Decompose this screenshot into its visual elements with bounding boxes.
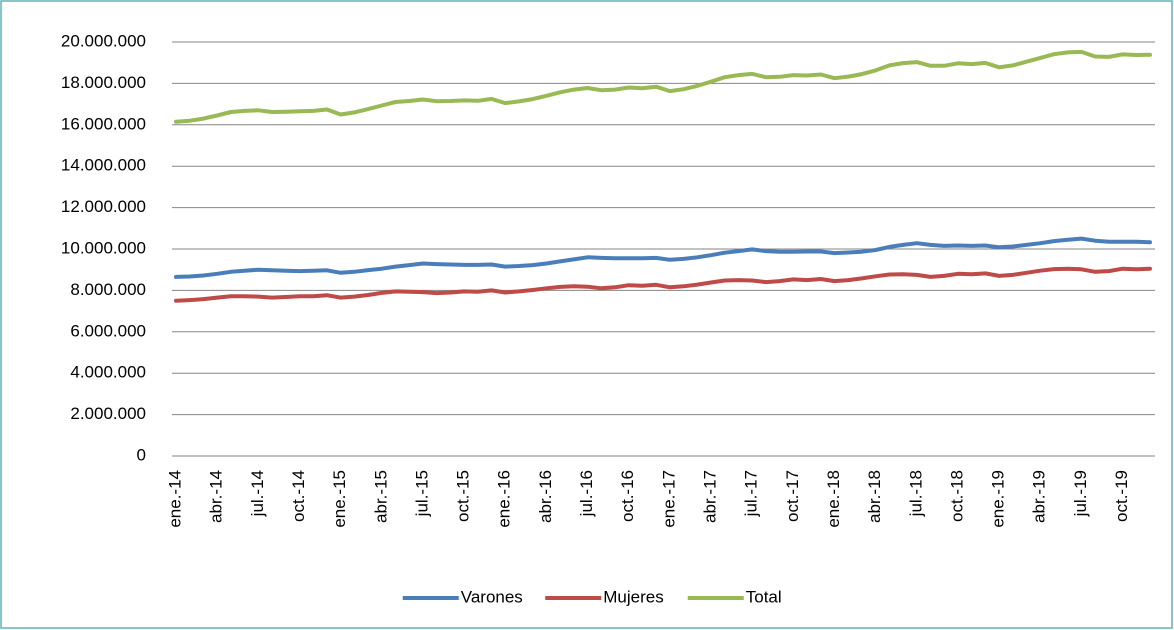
x-tick-label: oct.-17 <box>783 470 802 522</box>
y-tick-label: 10.000.000 <box>61 238 146 257</box>
y-tick-label: 20.000.000 <box>61 31 146 50</box>
x-tick-label: jul.-19 <box>1071 470 1090 517</box>
x-tick-label: ene.-16 <box>495 470 514 528</box>
series-line <box>174 236 1152 279</box>
y-tick-label: 6.000.000 <box>70 321 146 340</box>
x-tick-label: abr.-16 <box>536 470 555 523</box>
x-tick-label: ene.-19 <box>989 470 1008 528</box>
x-tick-label: oct.-16 <box>618 470 637 522</box>
x-tick-label: jul.-16 <box>577 470 596 517</box>
series-line <box>174 266 1152 303</box>
x-tick-label: abr.-15 <box>371 470 390 523</box>
legend-label: Total <box>746 587 782 606</box>
x-tick-label: oct.-18 <box>947 470 966 522</box>
x-tick-label: ene.-17 <box>659 470 678 528</box>
x-tick-label: ene.-18 <box>824 470 843 528</box>
y-tick-label: 8.000.000 <box>70 280 146 299</box>
x-tick-label: jul.-17 <box>742 470 761 517</box>
x-tick-label: jul.-14 <box>248 470 267 517</box>
y-tick-label: 2.000.000 <box>70 404 146 423</box>
x-tick-label: jul.-18 <box>906 470 925 517</box>
x-tick-label: abr.-18 <box>865 470 884 523</box>
series-line <box>174 49 1152 124</box>
y-tick-label: 4.000.000 <box>70 363 146 382</box>
x-tick-label: jul.-15 <box>412 470 431 517</box>
x-tick-label: oct.-19 <box>1112 470 1131 522</box>
y-tick-label: 18.000.000 <box>61 73 146 92</box>
x-tick-label: abr.-19 <box>1030 470 1049 523</box>
x-tick-label: ene.-14 <box>165 470 184 528</box>
x-tick-label: abr.-14 <box>207 470 226 523</box>
x-tick-label: oct.-15 <box>454 470 473 522</box>
y-tick-label: 16.000.000 <box>61 114 146 133</box>
x-tick-label: ene.-15 <box>330 470 349 528</box>
y-tick-label: 0 <box>137 445 146 464</box>
x-tick-label: abr.-17 <box>700 470 719 523</box>
legend-label: Varones <box>461 587 523 606</box>
y-tick-label: 14.000.000 <box>61 156 146 175</box>
legend-label: Mujeres <box>603 587 663 606</box>
y-tick-label: 12.000.000 <box>61 197 146 216</box>
x-tick-label: oct.-14 <box>289 470 308 522</box>
